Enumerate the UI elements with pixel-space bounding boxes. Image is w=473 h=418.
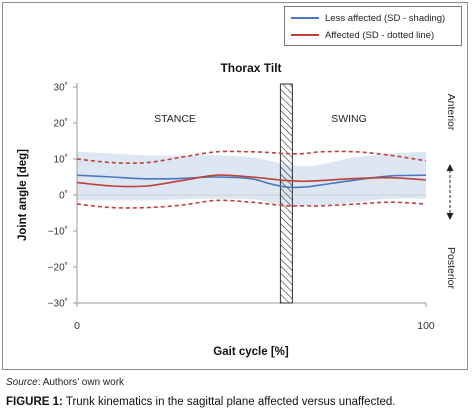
chart-legend: Less affected (SD - shading) Affected (S… [284,6,462,46]
y-tick-label: 10˚ [54,154,68,166]
figure-caption: FIGURE 1: Trunk kinematics in the sagitt… [6,396,396,408]
legend-label-less-affected: Less affected (SD - shading) [325,12,446,24]
caption-text: Trunk kinematics in the sagittal plane a… [62,396,396,408]
legend-swatch-less-affected [291,17,319,19]
y-tick-label: 20˚ [54,118,68,130]
y-tick-label: 30˚ [54,82,68,94]
sd-upper-affected [76,150,427,164]
phase-label-swing: SWING [331,113,367,125]
legend-label-affected: Affected (SD - dotted line) [325,29,435,41]
caption-label: FIGURE 1: [6,396,63,408]
phase-label-stance: STANCE [154,113,196,125]
x-axis-label: Gait cycle [%] [213,346,289,358]
mean-line-affected [76,174,427,188]
sd-lower-affected [76,199,427,209]
y-tick-label: 0˚ [59,190,68,202]
source-note: Source: Authors’ own work [6,377,124,388]
figure-frame [2,2,468,370]
mean-line-less-affected [76,174,427,189]
y-tick-label: −30˚ [48,298,68,310]
right-label-posterior: Posterior [445,247,457,290]
y-axis-label: Joint angle [deg] [17,149,29,241]
x-tick-label: 100 [417,320,435,332]
source-prefix: Source [6,377,38,388]
y-tick-label: −10˚ [48,226,68,238]
chart-title: Thorax Tilt [220,61,281,75]
direction-arrow [446,164,454,220]
legend-item-affected: Affected (SD - dotted line) [291,27,434,43]
x-tick-label: 0 [74,320,80,332]
source-text: : Authors’ own work [37,377,125,388]
toe-off-hatch-bar [279,83,293,304]
y-tick-label: −20˚ [48,262,68,274]
legend-item-less-affected: Less affected (SD - shading) [291,10,445,26]
thorax-tilt-chart: 30˚20˚10˚0˚−10˚−20˚−30˚0 100 Thorax Tilt … [17,61,457,358]
legend-swatch-affected [291,34,319,36]
right-label-anterior: Anterior [445,94,457,131]
